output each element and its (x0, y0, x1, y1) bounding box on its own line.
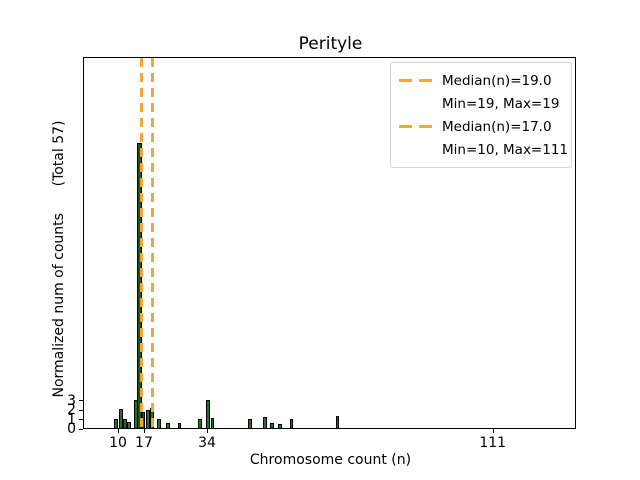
y-tick-label: 1 (67, 411, 76, 428)
x-tick-mark (492, 429, 494, 433)
histogram-bar (197, 418, 202, 428)
legend-label: Median(n)=19.0 (442, 72, 552, 89)
histogram-bar (278, 424, 283, 428)
histogram-bar (119, 409, 124, 428)
histogram-bar (270, 423, 275, 428)
histogram-bar (335, 415, 340, 428)
legend-entry-1-sub: Min=19, Max=19 (399, 92, 563, 115)
orange-dashed-line-icon (399, 78, 432, 83)
histogram-bar (166, 423, 171, 428)
histogram-bar (206, 399, 210, 428)
legend-label: Median(n)=17.0 (442, 118, 552, 135)
y-tick-mark (79, 400, 83, 401)
histogram-bar (248, 418, 252, 428)
y-tick-label: 0 (67, 421, 76, 437)
legend-entry-1: Median(n)=19.0 (399, 69, 563, 92)
histogram-bar (157, 418, 161, 428)
x-tick-label: 17 (135, 435, 153, 451)
x-tick-mark (118, 429, 119, 433)
median-dashed-line (139, 58, 144, 428)
x-tick-mark (143, 429, 145, 433)
y-tick-mark (79, 409, 83, 411)
histogram-bar (177, 423, 182, 428)
legend-label: Min=19, Max=19 (442, 95, 560, 112)
legend-label: Min=10, Max=111 (442, 141, 569, 158)
x-tick-mark (207, 429, 209, 433)
histogram-bar (146, 409, 150, 428)
histogram-bar (263, 416, 268, 428)
y-tick-mark (79, 428, 83, 430)
legend-box: Median(n)=19.0 Min=19, Max=19 Median(n)=… (390, 62, 572, 168)
chart-title: Perityle (298, 34, 363, 54)
x-tick-label: 10 (109, 435, 127, 451)
y-tick-mark (79, 419, 83, 420)
x-axis-label: Chromosome count (n) (249, 452, 412, 468)
y-tick-label: 3 (67, 392, 76, 409)
y-tick-label: 2 (67, 402, 76, 418)
histogram-bar (289, 418, 294, 428)
legend-entry-2-sub: Min=10, Max=111 (399, 138, 568, 161)
histogram-bar (123, 418, 128, 428)
median-dashed-line (150, 58, 155, 428)
histogram-bar (114, 418, 118, 428)
x-tick-label: 34 (198, 435, 216, 451)
legend-entry-2: Median(n)=17.0 (399, 115, 563, 138)
histogram-bar (126, 422, 131, 428)
x-tick-label: 111 (479, 435, 507, 451)
orange-dashed-line-icon (399, 124, 432, 129)
histogram-bar (210, 417, 215, 428)
